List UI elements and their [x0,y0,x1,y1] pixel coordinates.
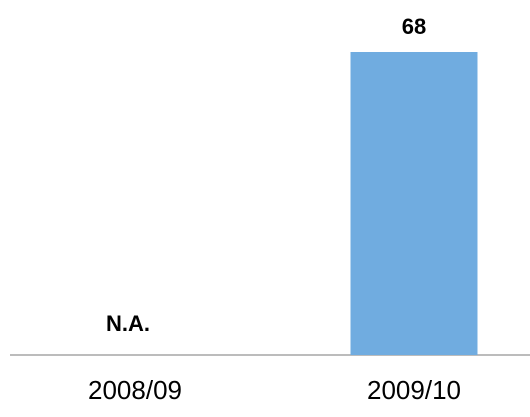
value-label: 68 [402,14,426,39]
x-tick-label: 2008/09 [88,375,182,405]
bar [350,52,478,355]
value-label: N.A. [106,311,150,336]
x-tick-label: 2009/10 [367,375,461,405]
